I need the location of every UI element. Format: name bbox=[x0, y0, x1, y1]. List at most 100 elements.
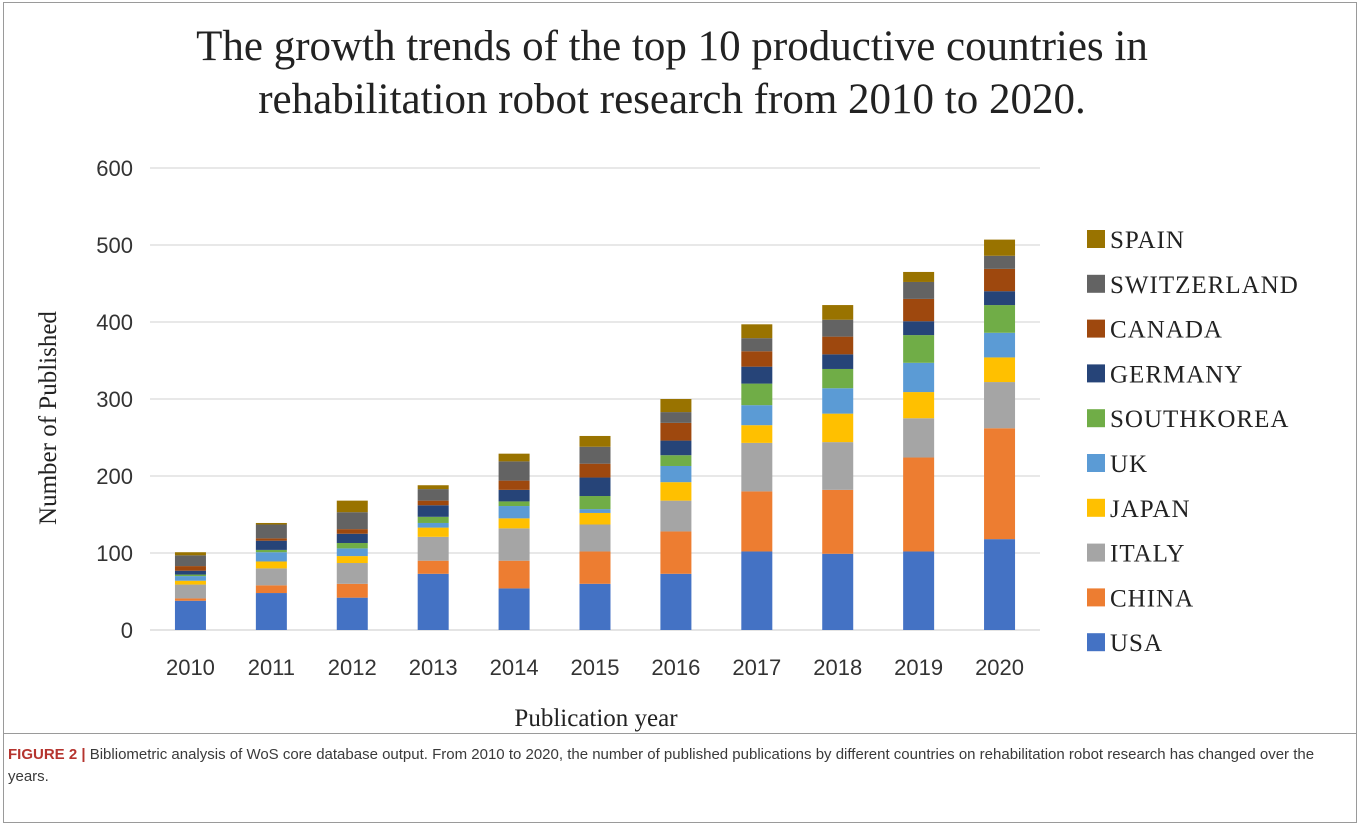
caption-divider bbox=[3, 733, 1357, 734]
legend-swatch-uk bbox=[1087, 454, 1105, 472]
bar-segment-italy bbox=[822, 442, 854, 490]
bar-segment-spain bbox=[255, 522, 287, 525]
bar-segment-germany bbox=[417, 505, 449, 517]
bar-segment-china bbox=[903, 457, 935, 552]
bar-segment-switzerland bbox=[417, 489, 449, 501]
y-tick-label: 500 bbox=[96, 233, 133, 258]
bar-segment-spain bbox=[417, 485, 449, 490]
bar-segment-china bbox=[579, 551, 611, 584]
bar-segment-spain bbox=[336, 500, 368, 513]
bar-segment-italy bbox=[903, 418, 935, 458]
bar-segment-germany bbox=[822, 354, 854, 369]
x-tick-label: 2013 bbox=[409, 655, 458, 680]
bar-segment-canada bbox=[660, 422, 692, 441]
bar-segment-usa bbox=[903, 551, 935, 630]
bar-segment-usa bbox=[741, 551, 773, 630]
bar-segment-canada bbox=[336, 529, 368, 534]
legend-label: SPAIN bbox=[1110, 227, 1185, 254]
bar-segment-usa bbox=[336, 597, 368, 630]
legend-swatch-japan bbox=[1087, 498, 1105, 517]
y-axis-label: Number of Published bbox=[35, 311, 62, 525]
x-axis-label: Publication year bbox=[514, 705, 678, 732]
bar-segment-canada bbox=[255, 538, 287, 541]
legend-label: GERMANY bbox=[1110, 361, 1243, 388]
x-tick-label: 2019 bbox=[894, 655, 943, 680]
bar-segment-uk bbox=[822, 388, 854, 414]
legend: SPAIN SWITZERLAND CANADA GERMANY SOUTHKOREA U… bbox=[1087, 227, 1299, 657]
bar-segment-southkorea bbox=[903, 335, 935, 363]
x-tick-label: 2010 bbox=[166, 655, 215, 680]
bar-segment-southkorea bbox=[417, 516, 449, 523]
bar-segment-southkorea bbox=[741, 383, 773, 406]
bar-segment-usa bbox=[579, 583, 611, 630]
bar-segment-italy bbox=[984, 382, 1016, 429]
chart-title-line-2: rehabilitation robot research from 2010 … bbox=[258, 76, 1086, 123]
bar-segment-switzerland bbox=[660, 412, 692, 423]
legend-swatch-china bbox=[1087, 588, 1105, 607]
bar-segment-southkorea bbox=[498, 501, 530, 507]
bar-segment-uk bbox=[660, 465, 692, 483]
bar-segment-southkorea bbox=[984, 305, 1016, 333]
bar-segment-italy bbox=[498, 528, 530, 561]
bar-segment-china bbox=[498, 560, 530, 589]
caption-label: FIGURE 2 | bbox=[8, 746, 86, 763]
bar-segment-japan bbox=[255, 561, 287, 569]
bar-segment-usa bbox=[174, 600, 206, 630]
bar-segment-uk bbox=[579, 509, 611, 513]
bar-segment-switzerland bbox=[984, 255, 1016, 269]
bar-segment-uk bbox=[417, 522, 449, 528]
bar-segment-switzerland bbox=[822, 319, 854, 337]
bar-segment-usa bbox=[660, 573, 692, 630]
x-tick-label: 2015 bbox=[571, 655, 620, 680]
bar-segment-italy bbox=[336, 563, 368, 584]
legend-swatch-germany bbox=[1087, 364, 1105, 383]
bar-segment-uk bbox=[903, 362, 935, 393]
legend-label: ITALY bbox=[1110, 541, 1185, 568]
x-tick-label: 2018 bbox=[813, 655, 862, 680]
y-axis-ticks: 0 100 200 300 400 500 600 bbox=[96, 156, 133, 643]
x-tick-label: 2017 bbox=[732, 655, 781, 680]
bar-segment-japan bbox=[336, 556, 368, 564]
bar-segment-canada bbox=[498, 480, 530, 490]
bar-segment-japan bbox=[984, 357, 1016, 383]
bar-segment-uk bbox=[336, 548, 368, 557]
bar-segment-canada bbox=[741, 351, 773, 367]
legend-swatch-switzerland bbox=[1087, 274, 1105, 293]
bar-segment-china bbox=[741, 491, 773, 552]
bar-segment-germany bbox=[660, 440, 692, 456]
bar-segment-uk bbox=[741, 405, 773, 426]
bar-segment-switzerland bbox=[336, 512, 368, 530]
bars bbox=[174, 239, 1016, 630]
bar-segment-southkorea bbox=[579, 496, 611, 510]
legend-swatch-usa bbox=[1087, 633, 1105, 652]
bar-segment-germany bbox=[498, 489, 530, 502]
bar-segment-italy bbox=[741, 442, 773, 492]
bar-segment-japan bbox=[660, 482, 692, 501]
bar-segment-southkorea bbox=[336, 542, 368, 549]
bar-segment-italy bbox=[660, 500, 692, 532]
bar-segment-usa bbox=[498, 588, 530, 630]
legend-label: SOUTHKOREA bbox=[1110, 406, 1289, 433]
bar-segment-japan bbox=[498, 518, 530, 529]
bar-segment-germany bbox=[336, 533, 368, 543]
chart: The growth trends of the top 10 producti… bbox=[35, 23, 1299, 732]
legend-label: CANADA bbox=[1110, 317, 1223, 344]
y-tick-label: 0 bbox=[121, 618, 133, 643]
legend-label: SWITZERLAND bbox=[1110, 272, 1299, 299]
bar-segment-china bbox=[822, 489, 854, 554]
bar-segment-uk bbox=[498, 506, 530, 519]
bar-segment-italy bbox=[255, 568, 287, 586]
bar-segment-switzerland bbox=[579, 446, 611, 464]
bar-segment-southkorea bbox=[660, 455, 692, 466]
legend-label: UK bbox=[1110, 451, 1148, 478]
bar-segment-southkorea bbox=[255, 549, 287, 553]
bar-segment-southkorea bbox=[822, 368, 854, 389]
bar-segment-china bbox=[984, 428, 1016, 540]
bar-segment-spain bbox=[741, 324, 773, 339]
bar-segment-switzerland bbox=[498, 461, 530, 481]
bar-segment-japan bbox=[741, 425, 773, 443]
x-axis-ticks: 2010 2011 2012 2013 2014 2015 2016 2017 2018 2019… bbox=[166, 655, 1024, 680]
bar-segment-usa bbox=[822, 553, 854, 630]
bar-segment-spain bbox=[579, 435, 611, 447]
bar-segment-spain bbox=[984, 239, 1016, 256]
